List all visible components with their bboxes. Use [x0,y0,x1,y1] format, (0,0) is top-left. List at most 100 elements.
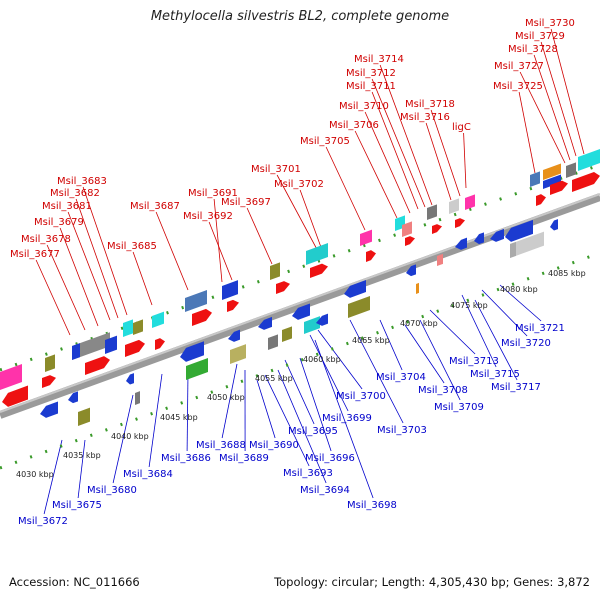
leader-line-bottom [299,357,332,452]
leader-line-bottom [221,363,238,439]
upper-track [0,163,600,372]
map-title: Methylocella silvestris BL2, complete ge… [150,9,450,24]
gene-feature [155,338,165,350]
leader-line-bottom [284,359,315,425]
leader-line-top [371,91,419,210]
gene-feature [186,358,208,380]
leader-line-top [276,174,321,256]
leader-line-bottom [264,374,310,467]
leader-line-bottom [186,371,189,452]
track-dots [0,163,600,470]
leader-line-bottom [474,299,518,381]
gene-feature [474,232,484,245]
gene-feature [0,364,22,390]
gene-label-bottom: Msil_3675 [52,500,102,511]
gene-label-top: Msil_3727 [494,61,544,72]
gene-feature [45,354,55,372]
gene-feature [135,391,140,405]
leader-line-bottom [481,289,528,337]
gene-label-top: Msil_3711 [346,81,396,92]
gene-label-bottom: Msil_3708 [418,385,468,396]
gene-feature [292,303,310,320]
gene-label-top: Msil_3718 [405,99,455,110]
gene-label-bottom: Msil_3720 [501,338,551,349]
gene-feature [543,174,561,189]
gene-label-bottom: Msil_3680 [87,485,137,496]
leader-line-bottom [314,339,374,499]
gene-feature [40,401,58,418]
gene-label-top: Msil_3692 [183,211,233,222]
axis-tick-label: 4050 kbp [207,393,245,402]
gene-feature [306,243,328,265]
gene-feature [258,316,272,330]
leader-line-top [364,111,411,214]
gene-feature [360,229,372,246]
gene-label-top: Msil_3712 [346,68,396,79]
gene-label-top: Msil_3729 [515,31,565,42]
gene-label-bottom: Msil_3721 [515,323,565,334]
genes-label: Genes: [513,575,554,589]
genes-value: 3,872 [557,575,590,589]
gene-feature [228,329,240,342]
leader-line-bottom [404,324,445,384]
length-value: 4,305,430 bp [428,575,506,589]
leader-line-bottom [499,284,542,322]
leader-line-top [379,64,433,206]
gene-feature [406,264,416,277]
accession-info: Accession: NC_011666 [9,575,140,589]
leader-line-top [354,130,398,219]
gene-label-bottom: Msil_3694 [300,485,350,496]
gene-label-bottom: Msil_3684 [123,469,173,480]
gene-feature [432,224,442,234]
gene-feature [310,263,328,278]
gene-labels: Msil_3677 Msil_3678 Msil_3679 Msil_3681 Msil… [10,18,575,527]
gene-feature [490,228,504,242]
gene-feature [566,162,576,178]
gene-feature [449,198,459,214]
leader-line-top [46,244,86,331]
gene-label-top: Msil_3679 [34,217,84,228]
gene-feature [455,218,465,228]
gene-label-bottom: Msil_3693 [283,468,333,479]
gene-feature [366,250,376,262]
length-label: Length: [381,575,426,589]
gene-label-bottom: Msil_3703 [377,425,427,436]
leader-line-top [518,91,536,174]
gene-feature [152,311,164,328]
leader-line-top [463,132,467,189]
gene-feature [222,280,238,300]
gene-label-bottom: Msil_3699 [322,413,372,424]
label-leader-lines [35,28,585,515]
gene-feature [543,163,561,180]
leader-line-top [540,41,577,157]
gene-feature [227,299,239,312]
gene-feature [78,407,90,426]
gene-feature [416,282,419,294]
axis-tick-label: 4060 kbp [303,355,341,364]
leader-line-top [371,78,426,208]
axis-tick-label: 4055 kbp [255,374,293,383]
gene-feature [437,253,443,266]
gene-label-top: Msil_3682 [50,188,100,199]
gene-feature [2,385,28,407]
leader-line-bottom [419,319,461,401]
gene-label-top: Msil_3702 [274,179,324,190]
gene-feature [402,221,412,237]
leader-line-bottom [317,329,363,390]
gene-feature [192,308,212,326]
gene-label-bottom: Msil_3688 [196,440,246,451]
gene-label-bottom: Msil_3690 [249,440,299,451]
leader-line-bottom [461,294,497,368]
gene-feature [505,219,533,242]
gene-label-bottom: Msil_3689 [219,453,269,464]
gene-label-bottom: Msil_3709 [434,402,484,413]
gene-label-top: Msil_3687 [130,201,180,212]
gene-feature [268,334,278,350]
gene-label-top: Msil_3705 [300,136,350,147]
gene-feature [578,149,600,171]
gene-feature [405,236,415,246]
topology-value: circular [331,575,375,589]
gene-label-top: Msil_3716 [400,112,450,123]
leader-line-top [213,198,223,283]
